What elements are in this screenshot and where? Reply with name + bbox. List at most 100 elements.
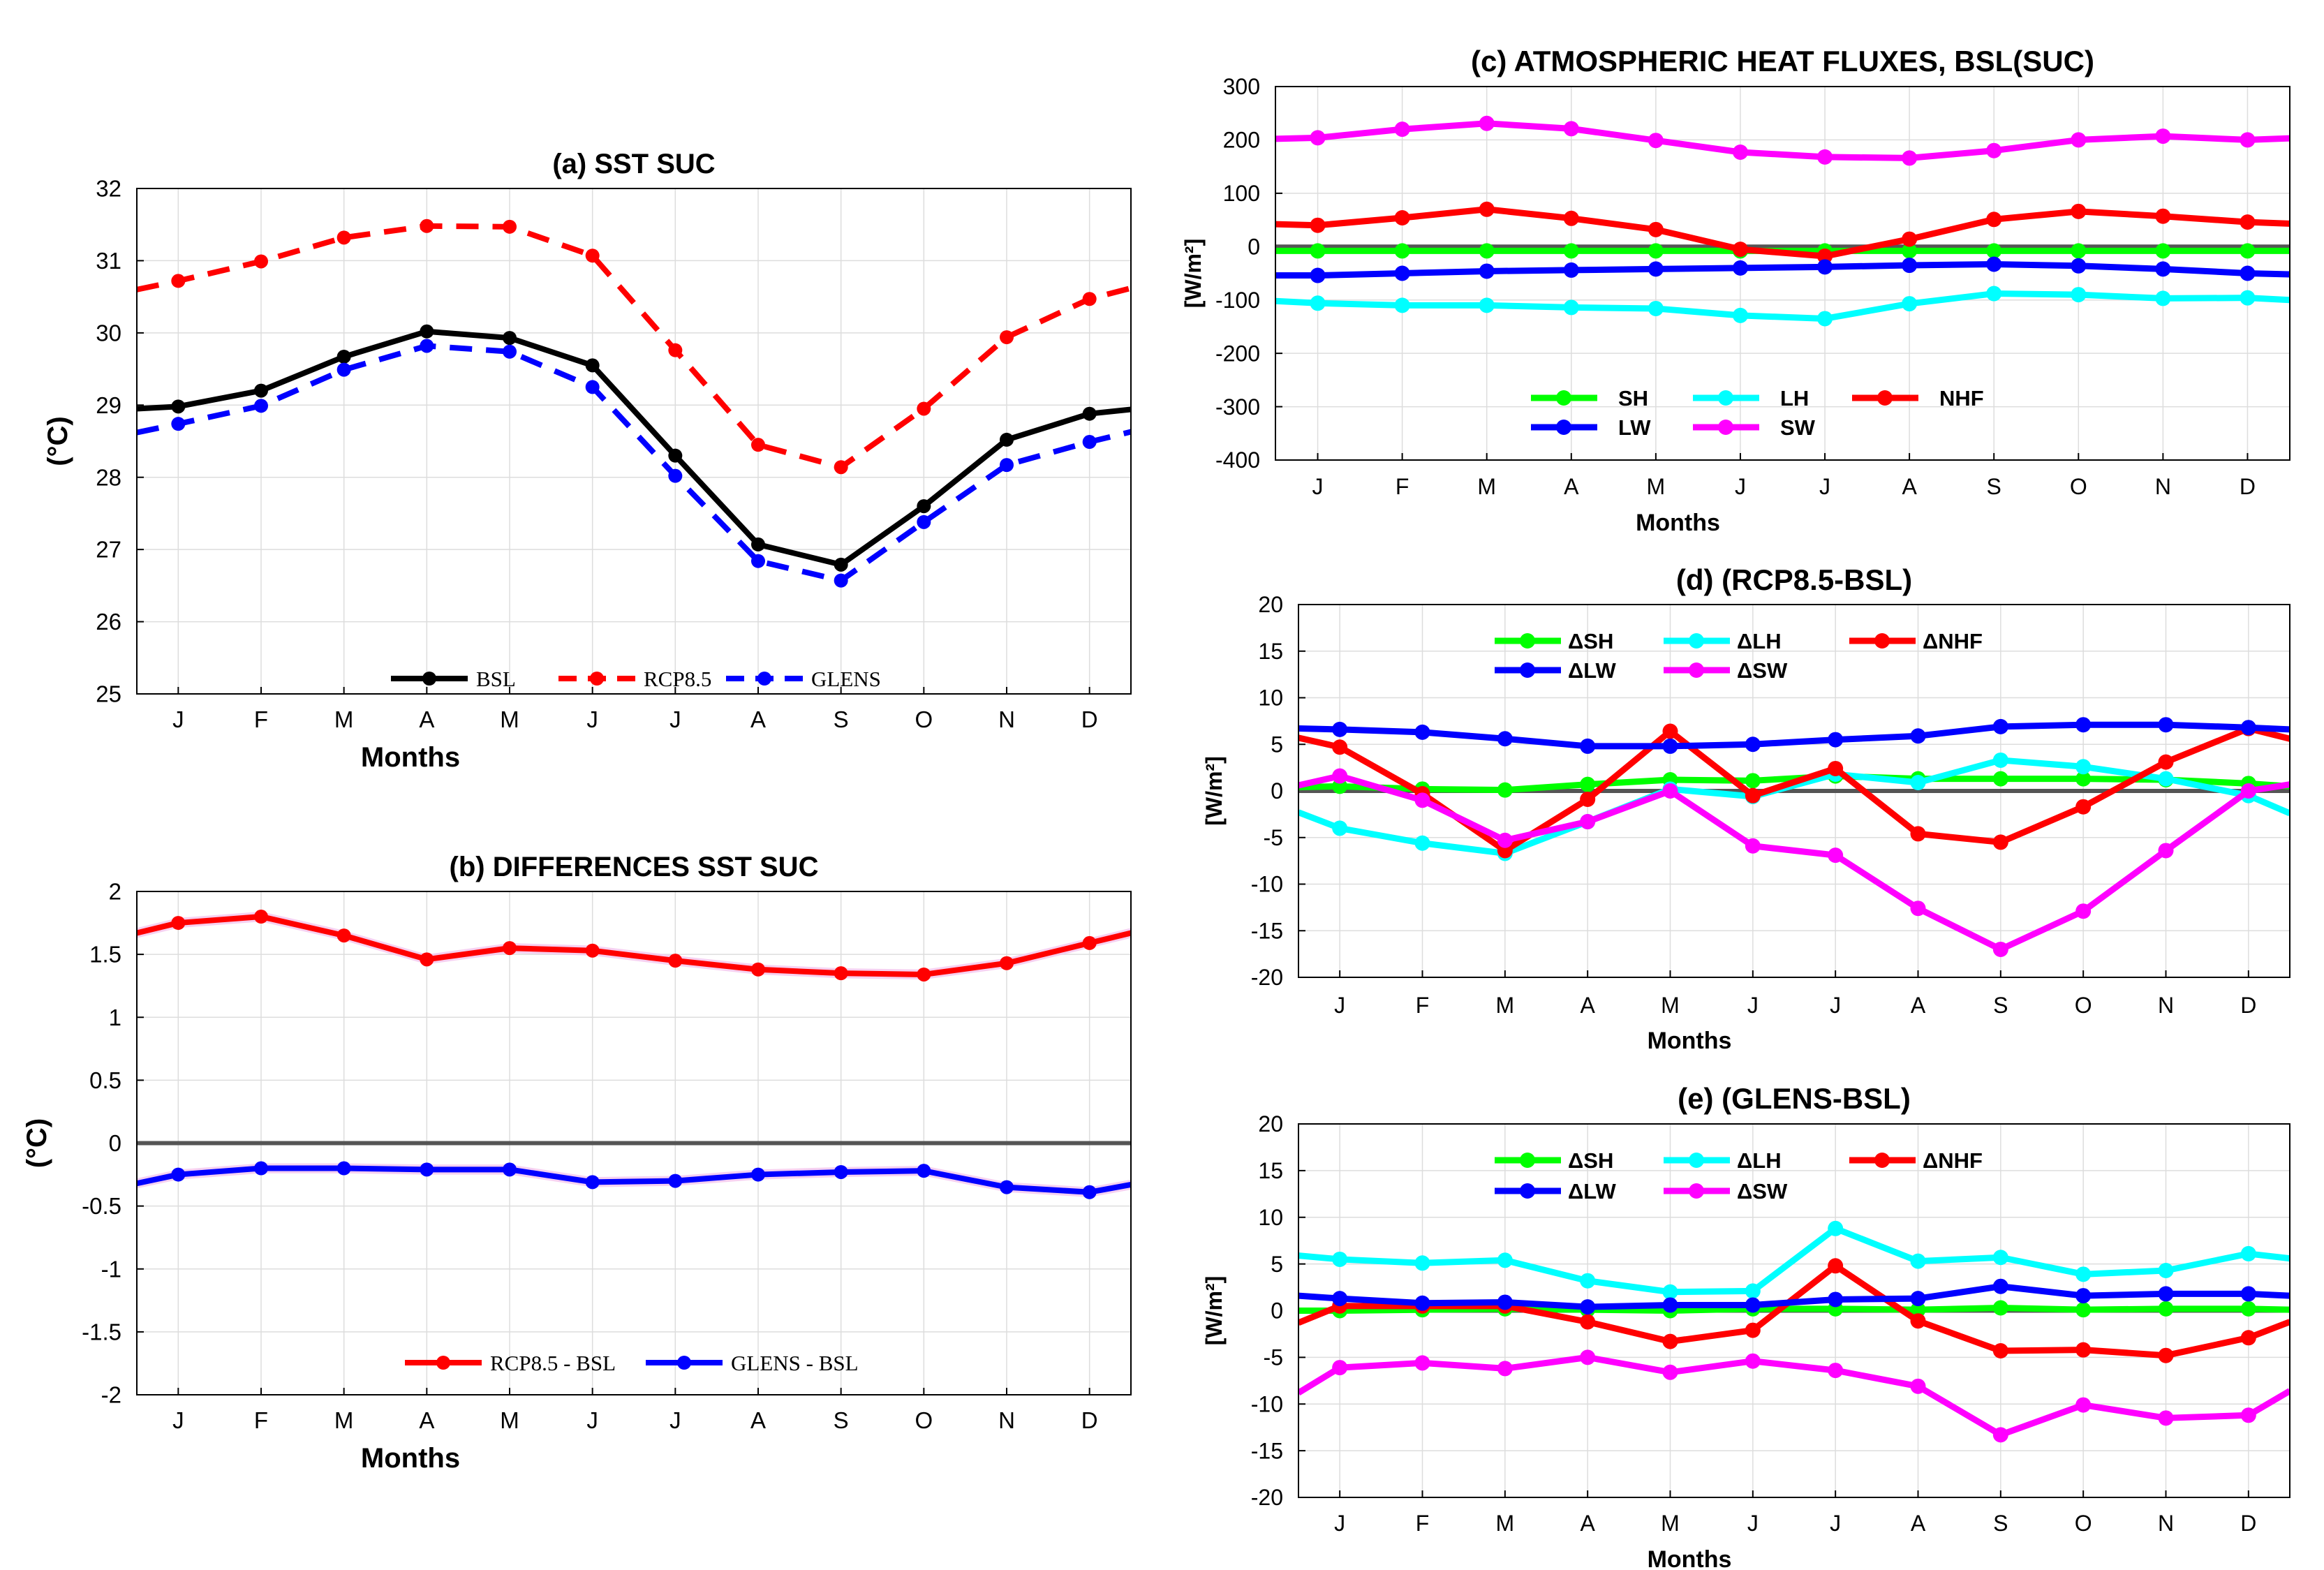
data-point: [503, 331, 517, 346]
y-tick-label: -20: [1251, 1485, 1283, 1510]
data-point: [1828, 1258, 1844, 1274]
x-tick-label: F: [1416, 1511, 1430, 1536]
x-axis-label: Months: [1636, 510, 1720, 536]
x-tick-label: A: [419, 1407, 434, 1433]
chart-b: -2 -1.5 -1 -0.5 0 0.5 1 1.5 2 J F M A M J J A S O N D (b) DIF…: [22, 852, 1132, 1474]
data-point: [1580, 738, 1596, 754]
y-tick-label: -400: [1215, 447, 1260, 473]
x-tick-label: J: [1735, 474, 1746, 499]
data-point: [1580, 1349, 1596, 1365]
y-tick-label: 1: [109, 1005, 121, 1030]
x-axis-label: Months: [361, 742, 460, 773]
data-point: [834, 557, 848, 572]
y-tick-label: 28: [96, 464, 121, 490]
data-point: [2240, 1407, 2256, 1423]
x-tick-label: S: [834, 706, 849, 732]
data-point: [1992, 941, 2008, 957]
data-point: [2240, 132, 2256, 148]
legend-marker: [1520, 1183, 1535, 1199]
data-point: [420, 339, 434, 353]
y-tick-label: 5: [1271, 1252, 1283, 1277]
data-point: [336, 230, 351, 245]
legend-marker: [422, 672, 436, 686]
series-NHF: [1275, 201, 2290, 265]
data-point: [1414, 835, 1430, 851]
data-point: [2075, 1288, 2092, 1304]
y-tick-label: 15: [1258, 639, 1283, 664]
data-point: [1497, 782, 1513, 798]
x-axis-label: Months: [1648, 1546, 1732, 1570]
x-tick-label: M: [1661, 993, 1680, 1018]
x-tick-label: F: [254, 706, 268, 732]
x-tick-label: N: [998, 706, 1015, 732]
legend-label: GLENS - BSL: [731, 1351, 859, 1375]
y-tick-label: -100: [1215, 288, 1260, 313]
y-axis-label: (°C): [43, 416, 73, 466]
x-tick-label: M: [1477, 474, 1496, 499]
legend-marker: [436, 1356, 450, 1370]
x-tick-label: O: [915, 706, 933, 732]
plot-border: [136, 891, 1132, 1395]
data-point: [1910, 901, 1926, 917]
legend-marker: [1689, 662, 1704, 678]
y-tick-label: 25: [96, 681, 121, 707]
x-tick-label: N: [998, 1407, 1015, 1433]
data-point: [1648, 261, 1664, 277]
chart-title: (b) DIFFERENCES SST SUC: [450, 852, 819, 882]
legend-marker: [1689, 1183, 1704, 1199]
x-tick-label: J: [669, 706, 681, 732]
data-point: [2075, 717, 2092, 733]
series-ΔLW: [1298, 717, 2290, 754]
data-point: [2075, 1397, 2092, 1413]
data-point: [420, 219, 434, 233]
y-tick-label: 32: [96, 176, 121, 202]
data-point: [1000, 330, 1014, 345]
data-point: [1497, 731, 1513, 747]
series-RCP8.5 - BSL: [137, 910, 1131, 982]
data-point: [1563, 243, 1579, 259]
y-tick-label: -15: [1251, 1438, 1283, 1463]
data-point: [1000, 432, 1014, 447]
data-point: [171, 1167, 186, 1182]
y-tick-label: -10: [1251, 872, 1283, 897]
data-point: [1000, 956, 1014, 970]
data-point: [1497, 1294, 1513, 1310]
legend-marker: [1877, 390, 1893, 406]
data-point: [336, 928, 351, 943]
data-point: [1310, 267, 1326, 283]
y-tick-label: 1.5: [89, 942, 121, 968]
legend-marker: [1520, 1153, 1535, 1168]
y-tick-label: -300: [1215, 394, 1260, 420]
legend-label: ΔSW: [1737, 1179, 1788, 1204]
data-point: [917, 967, 931, 982]
legend-label: ΔNHF: [1923, 1148, 1983, 1173]
y-tick-label: 27: [96, 537, 121, 563]
y-tick-label: -0.5: [82, 1193, 121, 1219]
x-tick-label: M: [1496, 993, 1515, 1018]
data-point: [1332, 721, 1348, 737]
data-point: [254, 254, 268, 269]
legend-label: LH: [1780, 386, 1809, 410]
legend-label: ΔSW: [1737, 658, 1788, 683]
data-point: [1414, 792, 1430, 808]
data-point: [1986, 286, 2002, 302]
legend-label: RCP8.5 - BSL: [490, 1351, 616, 1375]
data-point: [917, 1164, 931, 1178]
y-tick-label: 29: [96, 392, 121, 418]
data-point: [503, 344, 517, 359]
data-point: [336, 349, 351, 364]
data-point: [1910, 1313, 1926, 1329]
series-BSL: [137, 324, 1131, 572]
series-line: [137, 223, 1131, 471]
legend-label: LW: [1618, 415, 1651, 440]
data-point: [668, 954, 683, 968]
y-tick-label: 0.5: [89, 1067, 121, 1093]
data-point: [2071, 243, 2087, 259]
x-tick-label: D: [1081, 1407, 1098, 1433]
data-point: [917, 499, 931, 514]
data-point: [585, 380, 600, 394]
x-tick-label: A: [1902, 474, 1917, 499]
data-point: [2158, 754, 2174, 770]
y-tick-label: 0: [1271, 778, 1283, 803]
